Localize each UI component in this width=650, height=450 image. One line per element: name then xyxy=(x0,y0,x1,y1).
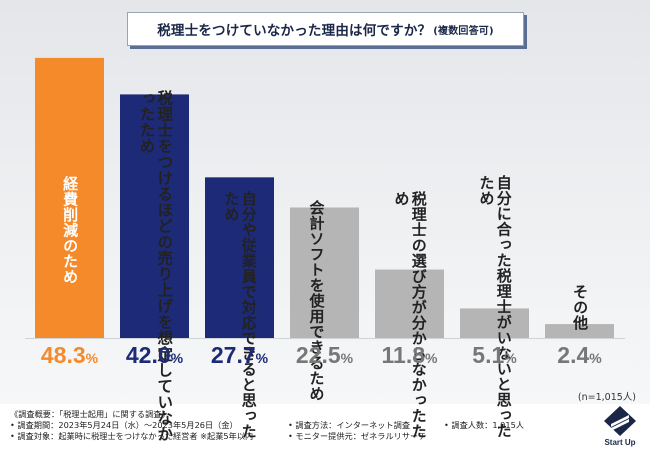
title-main: 税理士をつけていなかった理由は何ですか？ xyxy=(157,23,432,39)
value-number: 48.3 xyxy=(40,342,86,368)
value-number: 42.0 xyxy=(125,342,171,368)
bar-label-line: 自分に合った税理士が xyxy=(494,175,513,330)
value-unit: % xyxy=(340,350,354,366)
bar-7 xyxy=(545,324,614,338)
bar-label-line: 税理士の選び方が xyxy=(409,190,428,315)
note-provider: • モニター提供元：ゼネラルリサーチ xyxy=(288,431,427,441)
bar-label-1: 経費削減のため xyxy=(61,175,80,285)
bar-2 xyxy=(120,94,189,339)
value-unit: % xyxy=(85,350,99,366)
bar-label-line: 使用できるため xyxy=(307,292,326,402)
value-label-3: 27.7% xyxy=(200,342,280,369)
note-period: • 調査期間：2023年5月24日（水）〜2023年5月26日（金） xyxy=(10,420,238,430)
value-unit: % xyxy=(255,350,269,366)
value-number: 27.7 xyxy=(210,342,256,368)
value-label-2: 42.0% xyxy=(115,342,195,369)
bar-chart xyxy=(25,57,625,339)
bar-4 xyxy=(290,207,359,338)
bar-label-6: 自分に合った税理士がいないと思ったため xyxy=(477,175,513,450)
value-label-6: 5.1% xyxy=(455,342,535,369)
value-number: 5.1 xyxy=(472,342,505,368)
note-overview: 《調査概要：「税理士起用」に関する調査》 xyxy=(10,409,170,419)
bar-label-line: いないと思ったため xyxy=(477,175,513,439)
chart-title: 税理士をつけていなかった理由は何ですか？ (複数回答可) xyxy=(127,12,524,46)
bar-label-line: 分からなかったため xyxy=(392,190,428,439)
value-label-4: 22.5% xyxy=(285,342,365,369)
value-unit: % xyxy=(504,350,517,366)
bar-3 xyxy=(205,177,274,338)
logo-text: Start Up xyxy=(604,438,636,447)
bar-label-line: 会計ソフトを xyxy=(307,199,326,293)
title-sub: (複数回答可) xyxy=(433,25,494,37)
value-number: 2.4 xyxy=(557,342,590,368)
bar-label-line: 想定していなかったため xyxy=(137,90,174,442)
bar-1 xyxy=(35,57,104,339)
sample-size: (n=1,015人) xyxy=(577,392,636,403)
value-unit: % xyxy=(425,350,438,366)
value-unit: % xyxy=(170,350,184,366)
value-label-7: 2.4% xyxy=(540,342,620,369)
bar-label-line: できると思ったため xyxy=(222,190,258,439)
bar-label-line: 経費削減のため xyxy=(61,175,80,285)
bar-label-3: 自分や従業員で対応できると思ったため xyxy=(222,190,258,450)
bar-label-5: 税理士の選び方が分からなかったため xyxy=(392,190,428,450)
value-number: 11.8 xyxy=(381,342,426,368)
value-unit: % xyxy=(589,350,602,366)
bar-label-line: 税理士をつけるほどの売り上げを xyxy=(155,90,174,330)
logo-icon xyxy=(604,406,636,436)
bar-label-line: 自分や従業員で対応 xyxy=(239,190,258,331)
value-label-1: 48.3% xyxy=(30,342,110,369)
bar-label-line: その他 xyxy=(571,283,590,331)
startup-logo: Start Up xyxy=(596,404,644,448)
bar-label-2: 税理士をつけるほどの売り上げを想定していなかったため xyxy=(137,90,173,450)
bar-label-4: 会計ソフトを使用できるため xyxy=(307,199,326,402)
note-people: • 調査人数：1,015人 xyxy=(444,420,524,430)
bar-6 xyxy=(460,308,529,338)
value-label-5: 11.8% xyxy=(370,342,450,369)
bar-label-7: その他 xyxy=(571,283,590,331)
note-method: • 調査方法：インターネット調査 xyxy=(288,420,411,430)
value-number: 22.5 xyxy=(295,342,341,368)
bar-5 xyxy=(375,269,444,338)
note-target: • 調査対象：起業時に税理士をつけなかった経営者 ※起業5年以内 xyxy=(10,431,254,441)
